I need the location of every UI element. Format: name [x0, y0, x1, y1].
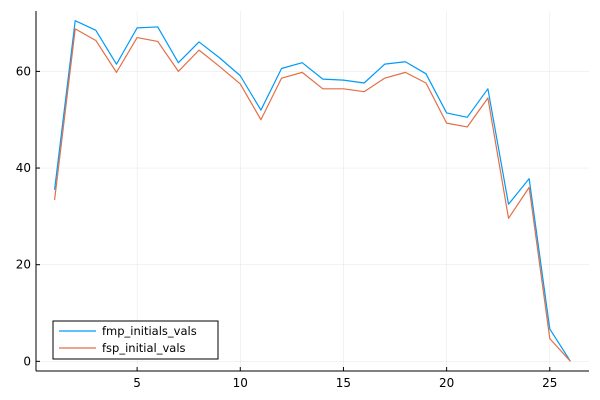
y-tick-label: 60: [16, 64, 31, 78]
x-tick-label: 20: [439, 376, 454, 390]
legend-box: [52, 320, 219, 360]
legend-label-fmp: fmp_initials_vals: [102, 324, 197, 338]
y-ticks: 0 20 40 60: [16, 64, 40, 368]
y-tick-label: 40: [16, 161, 31, 175]
y-tick-label: 20: [16, 258, 31, 272]
x-tick-label: 15: [336, 376, 351, 390]
series-line-fmp: [53, 20, 571, 362]
x-tick-label: 10: [233, 376, 248, 390]
legend: fmp_initials_vals fsp_initial_vals: [52, 320, 219, 360]
x-tick-label: 25: [542, 376, 557, 390]
series-line-fsp: [53, 28, 571, 362]
series: [53, 20, 571, 362]
x-tick-label: 5: [133, 376, 141, 390]
x-ticks: 5 10 15 20 25: [133, 367, 557, 390]
legend-label-fsp: fsp_initial_vals: [102, 341, 186, 355]
y-tick-label: 0: [23, 354, 31, 368]
